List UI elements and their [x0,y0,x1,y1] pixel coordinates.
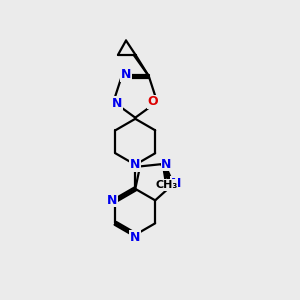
Text: O: O [148,95,158,108]
Text: N: N [107,194,117,207]
Text: N: N [112,97,123,110]
Text: N: N [171,177,181,190]
Text: N: N [130,231,140,244]
Text: N: N [121,68,131,81]
Text: N: N [161,158,172,170]
Text: CH₃: CH₃ [156,180,178,190]
Text: N: N [130,158,140,171]
